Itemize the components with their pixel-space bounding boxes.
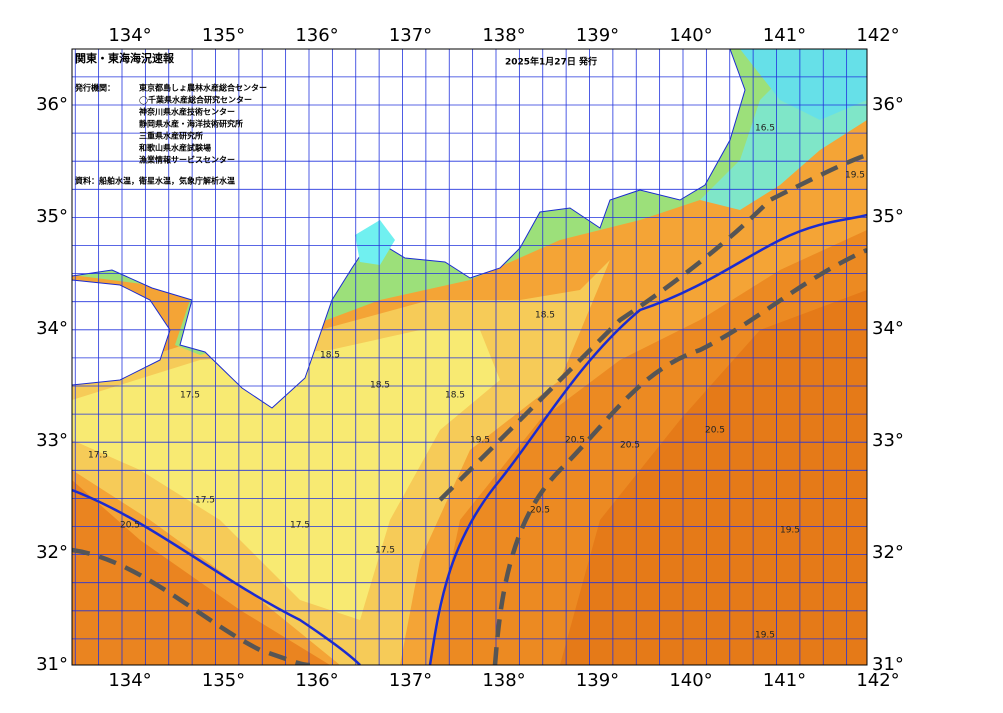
issuer-name: 和歌山県水産試験場 bbox=[139, 143, 211, 153]
contour-label: 19.5 bbox=[470, 436, 490, 446]
kuroshio-axis bbox=[438, 152, 867, 502]
latitude-label: 33° bbox=[36, 430, 68, 451]
longitude-label: 135° bbox=[202, 25, 245, 46]
issuer-name: 静岡県水産・海洋技術研究所 bbox=[139, 119, 243, 129]
longitude-label: 142° bbox=[856, 670, 899, 691]
contour-label: 20.5 bbox=[705, 426, 725, 436]
coordinate-labels: 134° 134° 135° 135° 136° 136° 137° 137° 138° 138°… bbox=[36, 25, 904, 691]
kuroshio-axis bbox=[72, 547, 311, 665]
contour-label: 16.5 bbox=[755, 124, 775, 134]
kuroshio-front bbox=[428, 213, 867, 665]
latitude-label: 32° bbox=[36, 542, 68, 563]
contour-label: 18.5 bbox=[445, 391, 465, 401]
issuer-name: 東京都島しょ農林水産総合センター bbox=[139, 83, 267, 93]
latitude-label: 31° bbox=[872, 654, 904, 675]
contour-label: 18.5 bbox=[535, 311, 555, 321]
longitude-label: 137° bbox=[389, 25, 432, 46]
contour-label: 18.5 bbox=[370, 381, 390, 391]
data-source: 資料：船舶水温，衛星水温，気象庁解析水温 bbox=[75, 176, 235, 186]
kuroshio-front bbox=[72, 488, 361, 665]
latitude-label: 36° bbox=[36, 94, 68, 115]
latitude-label: 32° bbox=[872, 542, 904, 563]
contour-label: 17.5 bbox=[88, 451, 108, 461]
issuer-name: 三重県水産研究所 bbox=[139, 131, 203, 141]
longitude-label: 139° bbox=[576, 25, 619, 46]
contour-label: 18.5 bbox=[320, 351, 340, 361]
temperature-field: 16.5 17.5 17.5 17.5 17.5 17.5 18.5 18.5 18.5 18.5… bbox=[72, 49, 867, 665]
longitude-label: 134° bbox=[108, 670, 151, 691]
contour-label: 19.5 bbox=[845, 171, 865, 181]
longitude-label: 140° bbox=[669, 670, 712, 691]
longitude-label: 136° bbox=[295, 670, 338, 691]
latitude-label: 36° bbox=[872, 94, 904, 115]
contour-label: 20.5 bbox=[565, 436, 585, 446]
map-frame bbox=[71, 48, 868, 666]
longitude-label: 142° bbox=[856, 25, 899, 46]
contour-label: 20.5 bbox=[530, 506, 550, 516]
latitude-label: 31° bbox=[36, 654, 68, 675]
longitude-label: 141° bbox=[763, 25, 806, 46]
issuer-name: 漁業情報サービスセンター bbox=[139, 155, 235, 165]
contour-label: 19.5 bbox=[780, 526, 800, 536]
kuroshio-axis bbox=[492, 247, 867, 665]
contour-labels: 16.5 17.5 17.5 17.5 17.5 17.5 18.5 18.5 18.5 18.5… bbox=[88, 124, 865, 641]
latitude-label: 34° bbox=[36, 318, 68, 339]
contour-label: 17.5 bbox=[195, 496, 215, 506]
issuer-label: 発行機関： bbox=[74, 83, 115, 93]
latitude-label: 34° bbox=[872, 318, 904, 339]
issuer-name: ◯千葉県水産総合研究センター bbox=[139, 95, 252, 105]
longitude-label: 135° bbox=[202, 670, 245, 691]
contour-label: 19.5 bbox=[755, 631, 775, 641]
longitude-label: 136° bbox=[295, 25, 338, 46]
longitude-label: 140° bbox=[669, 25, 712, 46]
issuer-name: 神奈川県水産技術センター bbox=[139, 107, 235, 117]
contour-label: 17.5 bbox=[375, 546, 395, 556]
latitude-label: 33° bbox=[872, 430, 904, 451]
issue-date: 2025年1月27日 発行 bbox=[505, 56, 597, 68]
map-title: 関東・東海海況速報 bbox=[75, 51, 175, 65]
contour-label: 20.5 bbox=[620, 441, 640, 451]
longitude-label: 139° bbox=[576, 670, 619, 691]
contour-label: 17.5 bbox=[290, 521, 310, 531]
longitude-label: 141° bbox=[763, 670, 806, 691]
latitude-label: 35° bbox=[872, 206, 904, 227]
contour-label: 17.5 bbox=[180, 391, 200, 401]
longitude-label: 138° bbox=[482, 25, 525, 46]
longitude-label: 134° bbox=[108, 25, 151, 46]
longitude-label: 137° bbox=[389, 670, 432, 691]
longitude-label: 138° bbox=[482, 670, 525, 691]
latitude-label: 35° bbox=[36, 206, 68, 227]
contour-label: 20.5 bbox=[120, 521, 140, 531]
